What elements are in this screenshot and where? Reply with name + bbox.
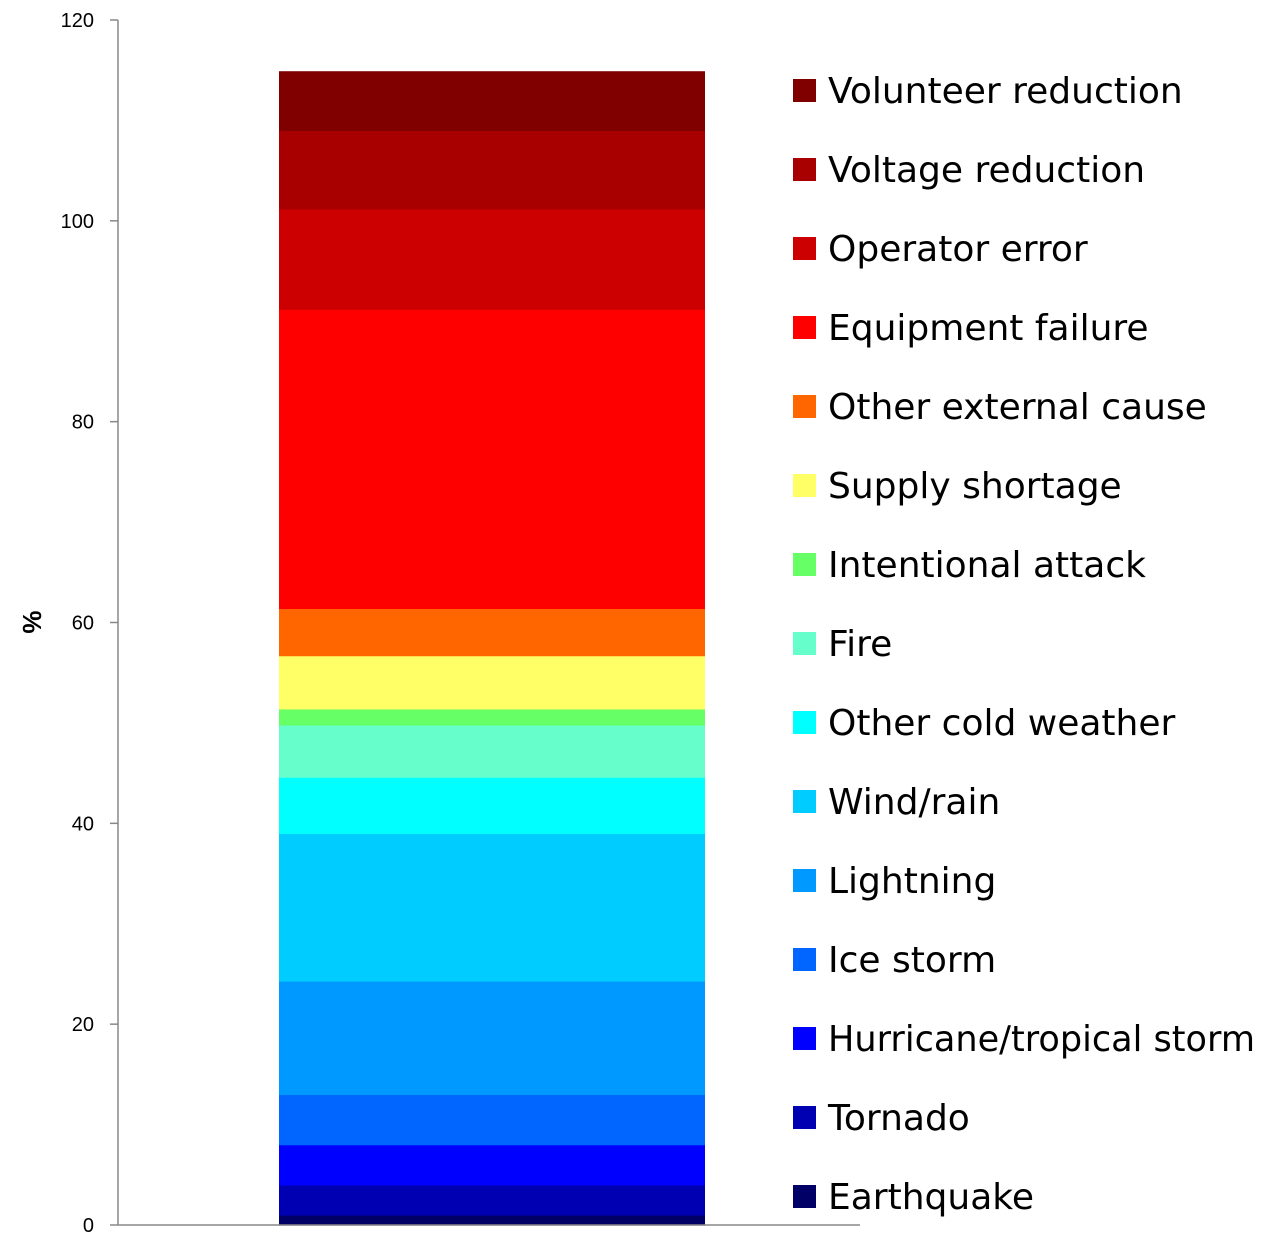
y-tick-label: 100	[61, 211, 94, 233]
bar-segment-earthquake	[279, 1214, 705, 1226]
legend-swatch-supply-shortage	[793, 474, 816, 497]
bar-segment-volunteer-reduction	[279, 71, 705, 132]
legend-label-operator-error: Operator error	[828, 229, 1088, 270]
bar-segment-hurricane-tropical-storm	[279, 1144, 705, 1186]
legend-label-intentional-attack: Intentional attack	[828, 545, 1146, 586]
legend-label-voltage-reduction: Voltage reduction	[828, 150, 1145, 191]
legend-swatch-fire	[793, 632, 816, 655]
legend-label-equipment-failure: Equipment failure	[828, 308, 1149, 349]
legend-swatch-voltage-reduction	[793, 158, 816, 181]
legend-swatch-other-cold-weather	[793, 711, 816, 734]
legend-swatch-earthquake	[793, 1185, 816, 1208]
bar-segment-supply-shortage	[279, 655, 705, 710]
legend-swatch-operator-error	[793, 237, 816, 260]
bar-segment-operator-error	[279, 208, 705, 310]
legend-swatch-volunteer-reduction	[793, 79, 816, 102]
bar-segment-intentional-attack	[279, 708, 705, 726]
legend-label-tornado: Tornado	[827, 1098, 970, 1139]
bar-segment-other-cold-weather	[279, 777, 705, 834]
bar-segment-ice-storm	[279, 1094, 705, 1146]
bar-segment-wind-rain	[279, 833, 705, 982]
y-axis-title: %	[17, 610, 47, 633]
bar-segment-tornado	[279, 1184, 705, 1216]
bar-segment-other-external-cause	[279, 608, 705, 657]
y-tick-label: 80	[72, 412, 94, 434]
legend-label-hurricane-tropical-storm: Hurricane/tropical storm	[828, 1019, 1255, 1060]
plot-area: 0 20 40 60 80 100 120	[61, 10, 860, 1235]
legend-label-other-external-cause: Other external cause	[828, 387, 1207, 428]
legend-label-volunteer-reduction: Volunteer reduction	[828, 71, 1183, 112]
legend-swatch-wind-rain	[793, 790, 816, 813]
legend-swatch-hurricane-tropical-storm	[793, 1027, 816, 1050]
y-tick-label: 20	[72, 1014, 94, 1036]
legend: Volunteer reduction Voltage reduction Oper…	[793, 71, 1255, 1218]
legend-label-lightning: Lightning	[828, 861, 996, 902]
legend-swatch-tornado	[793, 1106, 816, 1129]
legend-label-supply-shortage: Supply shortage	[828, 466, 1122, 507]
bar-segment-voltage-reduction	[279, 130, 705, 210]
bar-segment-fire	[279, 724, 705, 778]
legend-label-fire: Fire	[828, 624, 892, 665]
legend-label-other-cold-weather: Other cold weather	[828, 703, 1176, 744]
legend-label-earthquake: Earthquake	[828, 1177, 1034, 1218]
bar-segment-lightning	[279, 980, 705, 1096]
legend-swatch-lightning	[793, 869, 816, 892]
bar-segment-equipment-failure	[279, 309, 705, 610]
y-tick-label: 120	[61, 10, 94, 32]
y-ticks: 0 20 40 60 80 100 120	[61, 10, 118, 1235]
legend-swatch-other-external-cause	[793, 395, 816, 418]
legend-swatch-equipment-failure	[793, 316, 816, 339]
legend-swatch-intentional-attack	[793, 553, 816, 576]
y-tick-label: 60	[72, 613, 94, 635]
legend-swatch-ice-storm	[793, 948, 816, 971]
legend-label-ice-storm: Ice storm	[828, 940, 996, 981]
y-tick-label: 40	[72, 813, 94, 835]
y-tick-label: 0	[83, 1215, 94, 1235]
legend-label-wind-rain: Wind/rain	[828, 782, 1000, 823]
bar-segments	[279, 71, 705, 1226]
